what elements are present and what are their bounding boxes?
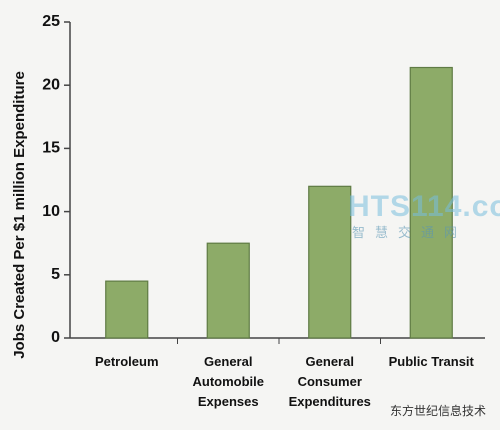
x-tick-label: Petroleum: [94, 354, 159, 369]
x-tick-label: General Consumer Expenditures: [288, 354, 371, 409]
watermark: 智慧交通网: [352, 225, 468, 240]
y-tick-label: 10: [42, 203, 60, 220]
bar: [308, 185, 352, 339]
bar: [105, 280, 149, 339]
y-tick-label: 15: [42, 140, 60, 157]
x-tick-label: General Automobile Expenses: [192, 354, 265, 409]
watermark: 东方世纪信息技术: [390, 404, 487, 418]
bar: [206, 242, 250, 339]
bar: [409, 66, 453, 339]
watermark: HTS114.com: [348, 190, 500, 223]
y-tick-label: 25: [42, 13, 60, 30]
y-tick-label: 0: [51, 329, 60, 346]
x-tick-label: Public Transit: [388, 354, 474, 369]
y-tick-label: 5: [51, 266, 60, 283]
y-axis-label: Jobs Created Per $1 million Expenditure: [11, 71, 28, 359]
y-tick-label: 20: [42, 76, 60, 93]
